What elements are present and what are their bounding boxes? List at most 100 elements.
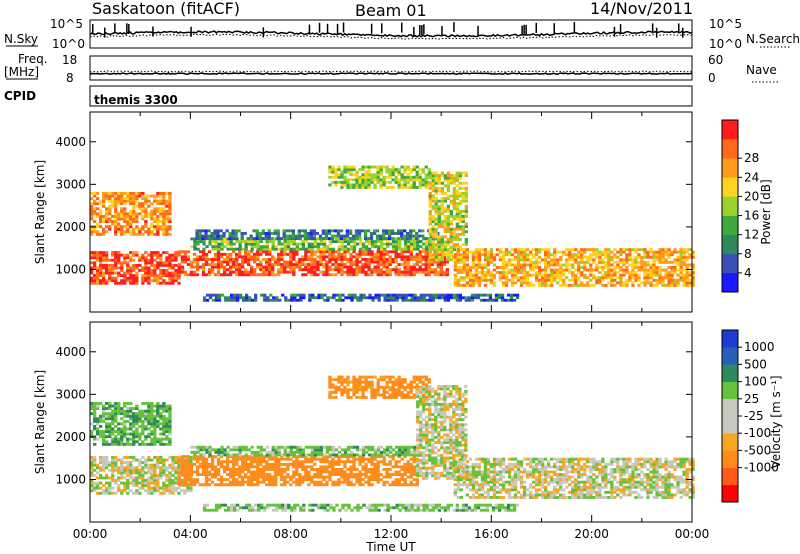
- velocity-cell: [313, 468, 317, 471]
- power-cell: [483, 250, 488, 254]
- power-cell: [443, 215, 447, 218]
- power-cell: [150, 279, 154, 283]
- power-cell: [440, 199, 444, 203]
- velocity-cell: [132, 437, 136, 441]
- power-cell: [111, 251, 115, 254]
- power-cell: [301, 247, 305, 251]
- power-cell: [159, 192, 163, 195]
- velocity-cell: [189, 462, 194, 466]
- power-cell: [586, 255, 590, 259]
- power-cell: [436, 265, 440, 269]
- power-cell: [489, 258, 494, 262]
- power-cell: [431, 235, 435, 239]
- velocity-cell: [165, 486, 169, 490]
- power-cell: [547, 253, 551, 257]
- power-cell: [574, 253, 578, 257]
- velocity-cell: [168, 412, 172, 416]
- velocity-cell: [213, 455, 218, 459]
- power-cell: [389, 242, 393, 246]
- power-cell: [314, 296, 318, 300]
- velocity-cell: [129, 442, 133, 446]
- power-cell: [673, 260, 677, 264]
- velocity-cell: [223, 453, 227, 457]
- power-cell: [483, 258, 488, 262]
- power-cell: [368, 293, 372, 297]
- velocity-cell: [232, 455, 236, 459]
- velocity-cell: [229, 480, 233, 484]
- power-cell: [431, 207, 435, 211]
- power-cell: [395, 298, 399, 302]
- power-cell: [340, 175, 344, 179]
- velocity-cell: [189, 458, 193, 462]
- power-cell: [532, 273, 536, 277]
- power-cell: [424, 237, 428, 240]
- power-cell: [433, 273, 437, 277]
- velocity-cell: [132, 417, 136, 421]
- velocity-cell: [123, 442, 127, 446]
- power-cell: [328, 183, 332, 187]
- velocity-cell: [238, 473, 242, 476]
- power-cell: [325, 260, 329, 264]
- power-cell: [334, 268, 338, 272]
- power-cell: [126, 253, 130, 257]
- power-cell: [331, 268, 335, 272]
- power-cell: [96, 279, 100, 283]
- power-cell: [144, 279, 148, 283]
- power-cell: [325, 265, 329, 269]
- power-cell: [371, 296, 375, 300]
- power-cell: [459, 266, 463, 269]
- velocity-cell: [120, 407, 124, 410]
- power-cell: [202, 298, 207, 302]
- power-cell: [565, 276, 569, 280]
- power-cell: [415, 173, 419, 177]
- power-cell: [477, 250, 482, 254]
- power-cell: [489, 271, 494, 274]
- power-cell: [415, 170, 419, 174]
- power-cell: [144, 215, 148, 218]
- velocity-cell: [129, 461, 133, 464]
- velocity-cell: [123, 432, 127, 436]
- power-cell: [111, 269, 115, 272]
- power-cell: [352, 165, 356, 169]
- power-cell: [428, 202, 432, 206]
- power-cell: [147, 269, 151, 272]
- power-cell: [685, 255, 689, 259]
- power-cell: [229, 240, 233, 243]
- velocity-cell: [310, 455, 314, 459]
- power-cell: [132, 258, 136, 262]
- power-cell: [598, 276, 602, 280]
- nsky-bar: [401, 22, 403, 33]
- velocity-cell: [319, 457, 323, 461]
- velocity-cell: [331, 462, 335, 466]
- velocity-cell: [138, 437, 142, 441]
- power-cell: [263, 296, 267, 300]
- power-cell: [640, 255, 644, 259]
- velocity-cell: [126, 407, 130, 410]
- power-cell: [316, 255, 320, 259]
- nsky-bar: [342, 22, 345, 33]
- power-cell: [120, 202, 124, 206]
- power-cell: [168, 209, 172, 213]
- velocity-cell: [153, 484, 157, 487]
- velocity-cell: [159, 412, 163, 416]
- power-cell: [265, 263, 269, 266]
- power-cell: [349, 186, 353, 189]
- velocity-cell: [186, 486, 190, 490]
- power-ytick-label: 3000: [55, 177, 86, 191]
- power-cell: [407, 240, 411, 243]
- velocity-cell: [177, 483, 182, 487]
- power-cell: [607, 250, 611, 254]
- power-cell: [141, 202, 145, 206]
- velocity-cell: [352, 457, 356, 461]
- power-cell: [237, 229, 241, 233]
- power-cell: [153, 225, 157, 229]
- velocity-cell: [138, 419, 142, 423]
- power-cell: [436, 270, 440, 274]
- power-cell: [162, 209, 166, 213]
- power-cell: [93, 212, 97, 216]
- power-cell: [373, 245, 378, 249]
- velocity-cell: [349, 475, 353, 479]
- power-cell: [388, 234, 392, 238]
- power-cell: [421, 234, 425, 238]
- velocity-cell: [105, 440, 109, 444]
